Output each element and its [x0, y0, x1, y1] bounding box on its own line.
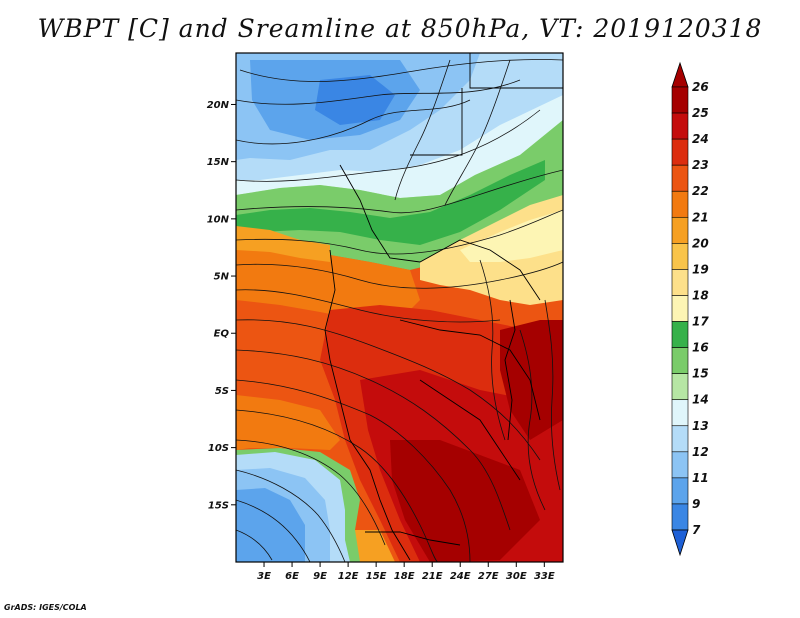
colorbar-level-label: 17 — [692, 315, 709, 329]
country-borders — [324, 53, 563, 561]
lat-tick-label: 5S — [215, 386, 229, 397]
colorbar-segment — [671, 451, 689, 479]
colorbar-segment — [671, 503, 689, 531]
map-title: WBPT [C] and Sreamline at 850hPa, VT: 20… — [37, 14, 763, 43]
colorbar-segment — [671, 243, 689, 270]
colorbar-level-label: 16 — [692, 341, 709, 355]
colorbar-level-label: 26 — [692, 80, 709, 94]
colorbar-segment — [671, 425, 689, 453]
lat-tick-label: 10N — [207, 214, 230, 225]
colorbar-segment — [671, 164, 689, 192]
colorbar-segment — [671, 269, 689, 296]
colorbar-level-label: 18 — [692, 288, 709, 302]
colorbar-level-label: 20 — [692, 236, 709, 250]
colorbar-level-label: 7 — [692, 523, 701, 537]
colorbar-segment — [671, 347, 689, 374]
lon-tick-label: 15E — [366, 571, 387, 582]
longitude-axis: 3E 6E 9E 12E 15E 18E 21E 24E 27E 30E 33E — [257, 562, 555, 582]
colorbar-segment — [671, 295, 689, 322]
colorbar-bottom-arrow — [671, 529, 689, 557]
colorbar-level-label: 11 — [692, 471, 709, 485]
colorbar-segment — [671, 373, 689, 401]
colorbar: 26 25 24 23 22 21 20 19 18 17 16 15 14 13 12 11 9 7 — [671, 61, 709, 557]
colorbar-level-label: 15 — [692, 367, 709, 381]
lon-tick-label: 21E — [422, 571, 443, 582]
lon-tick-label: 33E — [534, 571, 555, 582]
latitude-axis: 20N 15N 10N 5N EQ 5S 10S 15S — [207, 100, 236, 511]
colorbar-segment — [671, 399, 689, 427]
lat-tick-label: 20N — [207, 100, 230, 111]
lat-tick-label: 15S — [208, 500, 229, 511]
footer-credit: GrADS: IGES/COLA — [4, 603, 87, 612]
colorbar-level-label: 13 — [692, 419, 709, 433]
colorbar-level-label: 9 — [692, 497, 700, 511]
colorbar-segment — [671, 216, 689, 244]
colorbar-segment — [671, 321, 689, 348]
lat-tick-label: 10S — [208, 443, 229, 454]
colorbar-level-label: 24 — [692, 132, 709, 146]
lat-tick-label: EQ — [214, 329, 230, 340]
map-frame — [235, 52, 564, 563]
colorbar-level-label: 19 — [692, 262, 709, 276]
colorbar-segment — [671, 138, 689, 166]
colorbar-top-arrow — [671, 61, 689, 88]
colorbar-segment — [671, 112, 689, 140]
lat-tick-label: 5N — [214, 272, 230, 283]
colorbar-segment — [671, 190, 689, 218]
lat-tick-label: 15N — [207, 157, 230, 168]
colorbar-level-label: 25 — [692, 106, 709, 120]
lon-tick-label: 6E — [285, 571, 299, 582]
colorbar-level-label: 21 — [692, 210, 709, 224]
lon-tick-label: 27E — [478, 571, 499, 582]
colorbar-level-label: 12 — [692, 445, 709, 459]
lon-tick-label: 9E — [313, 571, 327, 582]
lon-tick-label: 12E — [338, 571, 359, 582]
streamlines — [236, 59, 563, 562]
lon-tick-label: 30E — [506, 571, 527, 582]
wbpt-field — [236, 53, 563, 562]
colorbar-level-label: 22 — [692, 184, 709, 198]
colorbar-level-label: 23 — [692, 158, 709, 172]
lon-tick-label: 24E — [450, 571, 471, 582]
colorbar-level-label: 14 — [692, 393, 709, 407]
lon-tick-label: 3E — [257, 571, 271, 582]
lon-tick-label: 18E — [394, 571, 415, 582]
colorbar-segment — [671, 477, 689, 505]
colorbar-segment — [671, 86, 689, 114]
